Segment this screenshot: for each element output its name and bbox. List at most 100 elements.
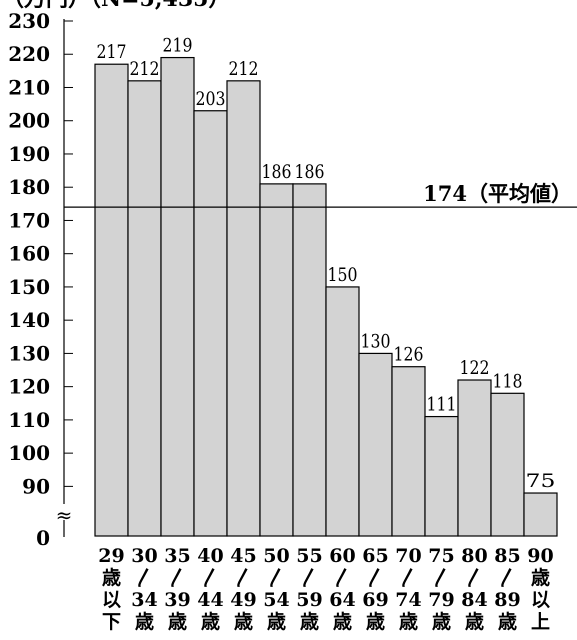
category-label-part: 〳	[135, 567, 154, 589]
category-label-part: 上	[531, 611, 550, 633]
y-tick-label: 190	[8, 142, 50, 166]
data-label: 122	[460, 357, 490, 379]
y-tick-label: 110	[8, 408, 50, 432]
category-label-part: 〳	[465, 567, 484, 589]
category-label-part: 50	[263, 545, 289, 567]
data-label: 203	[196, 88, 226, 110]
bar	[523, 492, 558, 537]
category-label-part: 歳	[234, 611, 253, 633]
category-label-part: 45	[230, 545, 256, 567]
axis-break-gap	[58, 504, 70, 520]
category-label-part: 90	[527, 545, 553, 567]
bar	[94, 63, 129, 537]
bar	[127, 80, 162, 537]
y-tick-label: 220	[8, 42, 50, 66]
category-label-part: 85	[494, 545, 520, 567]
y-tick-label: 120	[8, 375, 50, 399]
category-label-part: 89	[494, 589, 520, 611]
y-tick-label: 160	[8, 242, 50, 266]
bar	[457, 379, 492, 537]
y-tick-label: 150	[8, 275, 50, 299]
category-label-part: 80	[461, 545, 487, 567]
category-label-part: 75	[428, 545, 454, 567]
category-label-part: 歳	[267, 611, 286, 633]
category-label-part: 69	[362, 589, 388, 611]
y-tick-label: 170	[8, 208, 50, 232]
data-label: 217	[97, 41, 127, 63]
data-label: 186	[295, 161, 325, 183]
data-label: 111	[427, 394, 457, 416]
category-label-part: 〳	[498, 567, 517, 589]
y-tick-label: 140	[8, 308, 50, 332]
y-tick-label: 130	[8, 341, 50, 365]
bar	[391, 366, 426, 537]
data-label: 150	[328, 264, 358, 286]
category-label-part: 歳	[102, 567, 121, 589]
category-label-part: 〳	[234, 567, 253, 589]
axis-break-mark: ≈	[56, 503, 73, 527]
category-label-part: 30	[131, 545, 157, 567]
category-label-part: 29	[98, 545, 124, 567]
category-label-part: 40	[197, 545, 223, 567]
category-label-part: 歳	[300, 611, 319, 633]
category-label-part: 35	[164, 545, 190, 567]
category-label-part: 〳	[300, 567, 319, 589]
category-label-part: 〳	[201, 567, 220, 589]
data-label: 118	[493, 370, 523, 392]
bar	[259, 183, 294, 537]
category-label-part: 84	[461, 589, 487, 611]
category-label-part: 〳	[333, 567, 352, 589]
category-label-part: 〳	[366, 567, 385, 589]
y-tick-label: 200	[8, 109, 50, 133]
category-label-part: 歳	[135, 611, 154, 633]
category-label-part: 以	[102, 589, 121, 611]
category-label-part: 55	[296, 545, 322, 567]
category-label-part: 34	[131, 589, 157, 611]
data-label: 186	[262, 161, 292, 183]
category-label-part: 65	[362, 545, 388, 567]
category-label-part: 54	[263, 589, 289, 611]
category-label-part: 74	[395, 589, 421, 611]
category-label-part: 39	[164, 589, 190, 611]
category-label-part: 歳	[498, 611, 517, 633]
category-label-part: 歳	[432, 611, 451, 633]
category-label-part: 〳	[399, 567, 418, 589]
data-label: 219	[163, 35, 193, 57]
category-label-part: 〳	[168, 567, 187, 589]
y-zero-label: 0	[36, 526, 50, 550]
bar	[424, 415, 459, 537]
category-label-part: 以	[531, 589, 550, 611]
category-label-part: 歳	[399, 611, 418, 633]
category-label-part: 49	[230, 589, 256, 611]
average-line-label: 174（平均値）	[423, 181, 572, 206]
data-label: 212	[130, 58, 160, 80]
category-label-part: 下	[102, 611, 121, 633]
data-label: 126	[394, 344, 424, 366]
bar	[358, 352, 393, 537]
chart-title: （万円）（N=5,435）	[2, 0, 230, 12]
data-label: 75	[526, 470, 556, 492]
category-label-part: 歳	[366, 611, 385, 633]
bar	[226, 80, 261, 537]
bar	[160, 56, 195, 537]
category-label-part: 〳	[267, 567, 286, 589]
bar	[490, 392, 525, 537]
bar	[193, 110, 228, 537]
y-tick-label: 100	[8, 441, 50, 465]
category-label-part: 59	[296, 589, 322, 611]
category-label-part: 歳	[168, 611, 187, 633]
category-label-part: 歳	[465, 611, 484, 633]
